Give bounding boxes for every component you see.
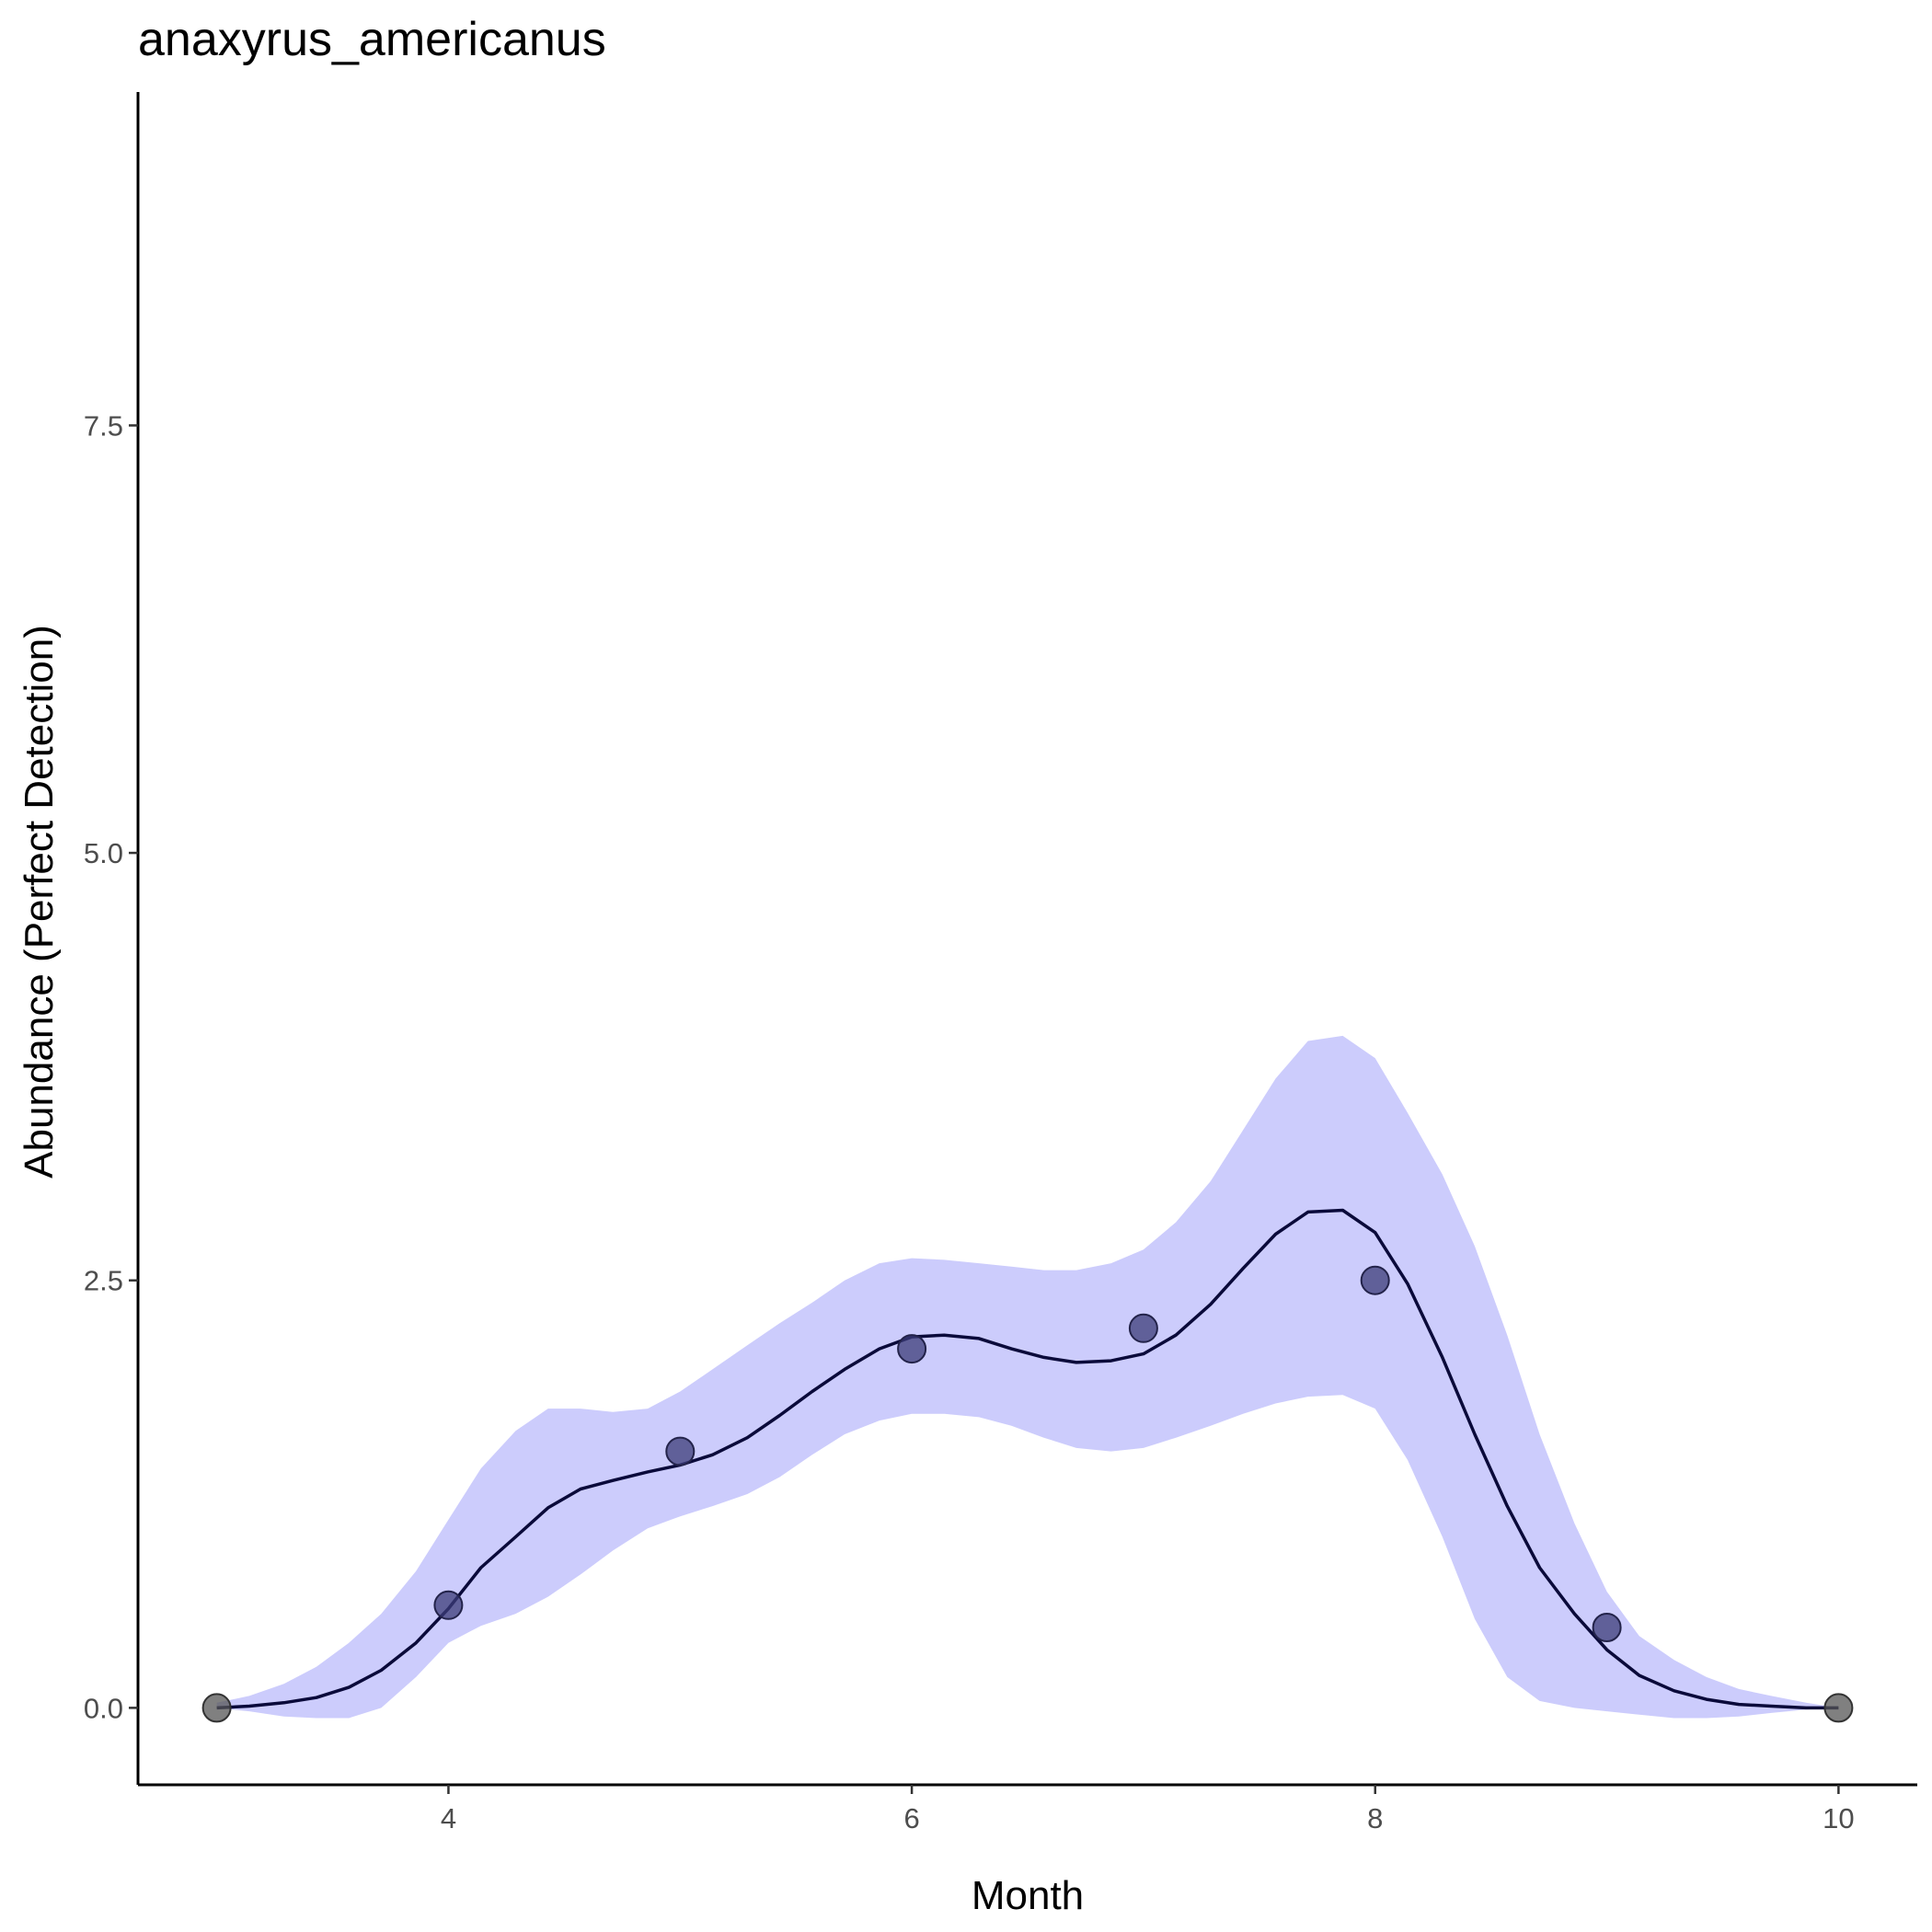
x-tick-label: 6 [903,1802,919,1834]
data-point [665,1436,696,1466]
y-tick-label: 0.0 [84,1692,123,1724]
y-tick-label: 5.0 [84,837,123,869]
fitted-line-layer [216,1208,1839,1710]
data-point [1592,1613,1622,1642]
data-point [1128,1313,1158,1343]
y-axis-title: Abundance (Perfect Detection) [17,625,62,1179]
data-point [897,1334,927,1364]
data-point [201,1693,232,1723]
ticks: 4 6 8 10 0.0 2.5 5.0 7.5 [84,409,1855,1834]
x-tick-label: 4 [441,1802,456,1834]
x-tick-label: 8 [1367,1802,1383,1834]
chart-title: anaxyrus_americanus [138,13,606,66]
data-point [433,1590,464,1620]
y-tick-label: 2.5 [84,1265,123,1297]
data-point [1360,1265,1390,1295]
observed-points-layer [201,1265,1854,1723]
confidence-band [216,1035,1839,1719]
data-point [1823,1693,1854,1723]
y-tick-label: 7.5 [84,409,123,442]
x-axis-title: Month [972,1873,1084,1918]
x-tick-label: 10 [1823,1802,1854,1834]
axes [136,92,1917,1787]
fitted-line [216,1208,1839,1710]
confidence-band-layer [216,1035,1839,1719]
